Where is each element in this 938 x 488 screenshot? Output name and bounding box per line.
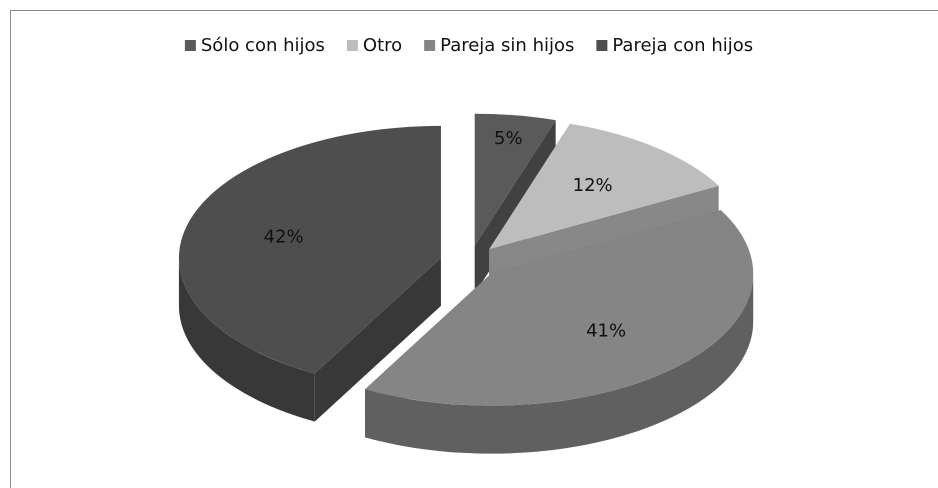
data-label: 42% (264, 227, 304, 248)
data-label: 41% (586, 321, 626, 342)
legend-label: Pareja con hijos (612, 35, 753, 56)
legend-swatch (184, 40, 196, 51)
legend-label: Otro (363, 35, 402, 56)
slice (178, 125, 441, 422)
data-label: 12% (573, 175, 613, 196)
legend-label: Pareja sin hijos (440, 35, 574, 56)
legend-label: Sólo con hijos (201, 35, 325, 56)
legend-swatch (346, 40, 358, 51)
slice-side (364, 273, 754, 454)
data-label: 5% (494, 128, 523, 149)
legend-swatch (424, 40, 436, 51)
slice (364, 210, 754, 406)
slice (474, 113, 556, 246)
legend: Sólo con hijos Otro Pareja sin hijos Pareja… (184, 35, 753, 56)
slice-side (314, 257, 441, 422)
slice (364, 210, 754, 454)
legend-swatch (596, 40, 608, 51)
slice (178, 125, 441, 374)
slice (489, 123, 719, 250)
slice-side (178, 257, 315, 422)
